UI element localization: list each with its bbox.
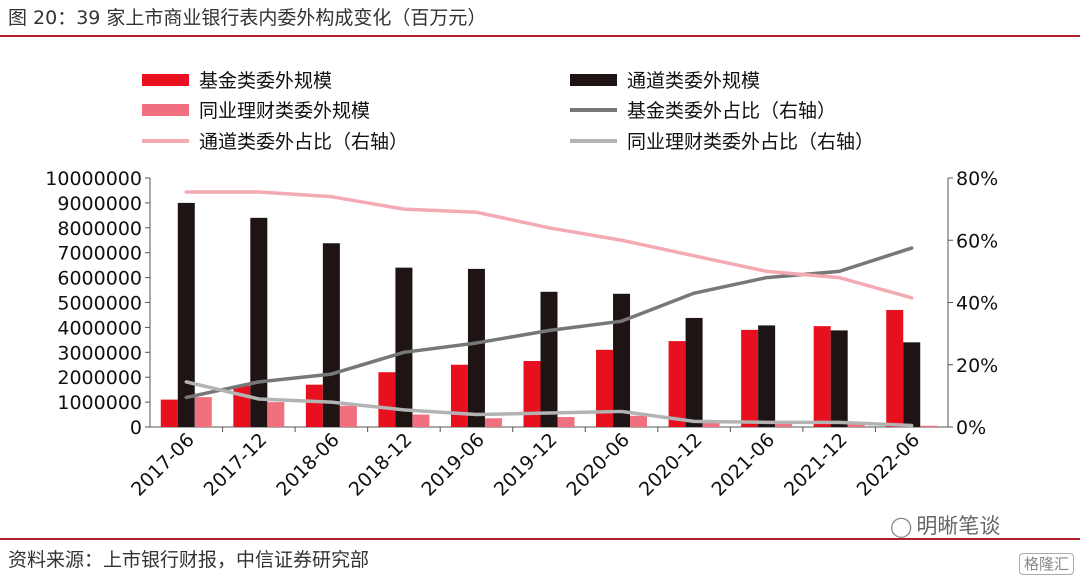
corner-logo: 格隆汇 xyxy=(1018,553,1074,575)
legend-label-3: 同业理财类委外规模 xyxy=(199,100,370,122)
x-tick-label: 2018-06 xyxy=(272,429,344,501)
bar-3-2018-06 xyxy=(339,405,357,427)
bar-2-2020-12 xyxy=(685,317,703,427)
bar-1-2021-06 xyxy=(741,329,759,427)
bar-2-2018-12 xyxy=(395,267,413,427)
y-tick-label: 8000000 xyxy=(57,218,142,240)
bar-2-2019-06 xyxy=(467,268,485,427)
legend-swatch-1 xyxy=(142,74,189,86)
y-tick-label: 0 xyxy=(130,417,142,439)
line-series-3 xyxy=(184,380,914,428)
source-note: 资料来源：上市银行财报，中信证券研究部 xyxy=(8,549,370,571)
bar-1-2018-12 xyxy=(378,372,396,427)
bar-3-2019-12 xyxy=(557,417,575,427)
y-tick-label: 1000000 xyxy=(57,392,142,414)
line-series-1 xyxy=(184,246,914,400)
x-tick-label: 2019-12 xyxy=(490,429,562,501)
legend-label-1: 基金类委外规模 xyxy=(199,70,332,92)
y-tick-label: 6000000 xyxy=(57,268,142,290)
figure-title: 图 20：39 家上市商业银行表内委外构成变化（百万元） xyxy=(8,7,487,29)
bar-2-2018-06 xyxy=(322,243,340,427)
y2-tick-label: 40% xyxy=(956,293,998,315)
legend-swatch-2 xyxy=(570,74,617,86)
y-tick-label: 10000000 xyxy=(45,168,142,190)
bar-1-2020-06 xyxy=(596,349,614,427)
bar-3-2022-06 xyxy=(920,425,938,427)
legend-label-2: 通道类委外规模 xyxy=(627,70,760,92)
watermark: ◯ 明晰笔谈 xyxy=(890,510,1000,540)
bar-3-2021-12 xyxy=(847,423,865,427)
title-rule xyxy=(0,35,1080,37)
source-rule xyxy=(0,538,1080,540)
bar-3-2017-06 xyxy=(194,397,212,427)
x-tick-label: 2019-06 xyxy=(417,429,489,501)
chart-lines xyxy=(184,190,914,428)
bar-2-2021-12 xyxy=(830,330,848,427)
bar-2-2017-06 xyxy=(177,202,195,427)
bar-2-2017-12 xyxy=(250,217,268,427)
y2-tick-label: 60% xyxy=(956,230,998,252)
y-tick-label: 4000000 xyxy=(57,317,142,339)
watermark-text: 明晰笔谈 xyxy=(916,514,1001,538)
x-tick-label: 2020-06 xyxy=(562,429,634,501)
legend-label-6: 同业理财类委外占比（右轴） xyxy=(627,131,874,153)
bar-1-2019-12 xyxy=(523,361,541,427)
bar-2-2020-06 xyxy=(613,293,631,427)
legend-label-5: 通道类委外占比（右轴） xyxy=(199,131,408,153)
bar-1-2022-06 xyxy=(886,309,904,427)
bar-3-2021-06 xyxy=(775,422,793,427)
x-tick-label: 2021-12 xyxy=(780,429,852,501)
bar-1-2017-06 xyxy=(160,399,178,427)
bar-1-2020-12 xyxy=(668,341,686,427)
x-tick-label: 2017-12 xyxy=(200,429,272,501)
y-tick-label: 2000000 xyxy=(57,367,142,389)
wechat-icon: ◯ xyxy=(890,514,913,538)
x-tick-label: 2021-06 xyxy=(707,429,779,501)
bar-3-2020-06 xyxy=(630,415,648,427)
y2-tick-label: 0% xyxy=(956,417,986,439)
bar-2-2021-06 xyxy=(758,325,776,427)
bar-3-2019-06 xyxy=(484,418,502,427)
legend-label-4: 基金类委外占比（右轴） xyxy=(627,100,836,122)
bar-3-2020-12 xyxy=(702,422,720,427)
legend-swatch-3 xyxy=(142,104,189,116)
bar-2-2022-06 xyxy=(903,342,921,427)
chart-bars xyxy=(160,202,938,427)
bar-1-2021-12 xyxy=(813,326,831,427)
y-tick-label: 7000000 xyxy=(57,243,142,265)
x-tick-label: 2017-06 xyxy=(127,429,199,501)
y-tick-label: 3000000 xyxy=(57,342,142,364)
bar-2-2019-12 xyxy=(540,291,558,427)
bar-3-2018-12 xyxy=(412,414,430,427)
bar-1-2018-06 xyxy=(305,384,323,427)
x-tick-label: 2022-06 xyxy=(853,429,925,501)
line-series-2 xyxy=(184,190,914,300)
x-tick-label: 2020-12 xyxy=(635,429,707,501)
y-tick-label: 5000000 xyxy=(57,293,142,315)
bar-3-2017-12 xyxy=(267,402,285,427)
x-tick-label: 2018-12 xyxy=(345,429,417,501)
bar-1-2019-06 xyxy=(450,364,468,427)
y-tick-label: 9000000 xyxy=(57,193,142,215)
y2-tick-label: 80% xyxy=(956,168,998,190)
y2-tick-label: 20% xyxy=(956,355,998,377)
